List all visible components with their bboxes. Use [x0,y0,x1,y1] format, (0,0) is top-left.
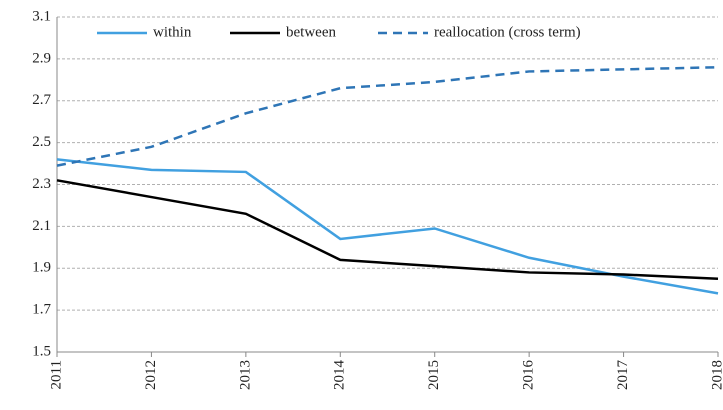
legend-label: within [153,24,192,40]
x-tick-label: 2016 [521,360,537,391]
x-tick-label: 2011 [48,360,64,389]
x-tick-label: 2014 [332,360,348,391]
y-tick-label: 2.7 [32,92,51,108]
y-tick-label: 2.9 [32,50,51,66]
y-tick-label: 1.7 [32,302,51,318]
legend-label: reallocation (cross term) [434,24,581,40]
legend-label: between [286,24,336,40]
y-tick-label: 2.1 [32,218,51,234]
x-tick-label: 2015 [426,360,442,390]
x-tick-label: 2017 [615,360,631,391]
y-tick-label: 1.9 [32,260,51,276]
y-tick-label: 3.1 [32,8,51,24]
x-tick-label: 2018 [709,360,723,390]
x-tick-label: 2012 [143,360,159,390]
y-tick-label: 1.5 [32,343,51,359]
line-series [56,179,719,280]
line-series [56,66,719,167]
y-tick-label: 2.5 [32,134,51,150]
y-tick-label: 2.3 [32,176,51,192]
x-tick-label: 2013 [237,360,253,390]
